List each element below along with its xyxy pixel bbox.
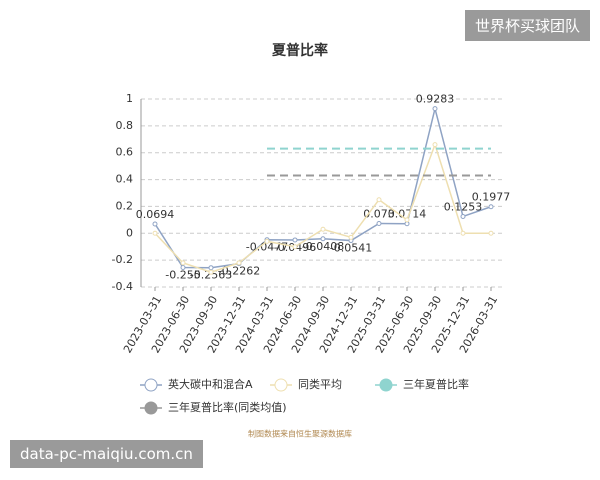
point (376, 220, 382, 226)
y-tick-label: -0.2 (112, 253, 133, 266)
y-tick-label: -0.4 (112, 280, 133, 293)
legend-marker (144, 401, 158, 415)
point (180, 260, 186, 266)
point (488, 204, 494, 210)
point (320, 236, 326, 242)
point (292, 237, 298, 243)
legend-label: 三年夏普比率(同类均值) (168, 400, 287, 414)
point (460, 230, 466, 236)
point (152, 230, 158, 236)
chart-title: 夏普比率 (272, 42, 328, 59)
source-note: 制图数据来自恒生聚源数据库 (248, 429, 352, 439)
point (320, 226, 326, 232)
y-tick-label: 0.4 (116, 173, 134, 186)
legend-marker (144, 378, 158, 392)
y-tick-label: 0.2 (116, 199, 134, 212)
data-label: 0.0694 (136, 208, 175, 221)
legend-label: 三年夏普比率 (403, 377, 469, 391)
data-label: -0.0408 (302, 240, 344, 253)
data-label: 0.0714 (388, 208, 427, 221)
data-label: -0.2262 (218, 265, 260, 278)
legend-label: 英大碳中和混合A (168, 377, 253, 391)
point (292, 244, 298, 250)
y-tick-label: 0 (126, 226, 133, 239)
legend-marker (274, 378, 288, 392)
data-label: 0.1977 (472, 191, 511, 204)
legend-marker (379, 378, 393, 392)
y-tick-label: 0.8 (116, 119, 134, 132)
point (152, 221, 158, 227)
point (376, 197, 382, 203)
point (460, 213, 466, 219)
point (208, 265, 214, 271)
point (348, 234, 354, 240)
point (180, 265, 186, 271)
point (236, 260, 242, 266)
data-label: -0.255 (165, 269, 200, 282)
point (488, 230, 494, 236)
point (208, 269, 214, 275)
y-tick-label: 1 (126, 92, 133, 105)
series-line (154, 142, 491, 274)
data-label: -0.2563 (190, 269, 232, 282)
y-tick-label: 0.6 (116, 146, 134, 159)
point (264, 238, 270, 244)
data-label: -0.0541 (330, 242, 372, 255)
data-label: 0.9283 (416, 93, 455, 106)
point (404, 217, 410, 223)
watermark: data-pc-maiqiu.com.cn (10, 440, 203, 468)
legend-label: 同类平均 (298, 377, 342, 391)
point (432, 142, 438, 148)
point (432, 106, 438, 112)
watermark: 世界杯买球团队 (464, 10, 590, 41)
